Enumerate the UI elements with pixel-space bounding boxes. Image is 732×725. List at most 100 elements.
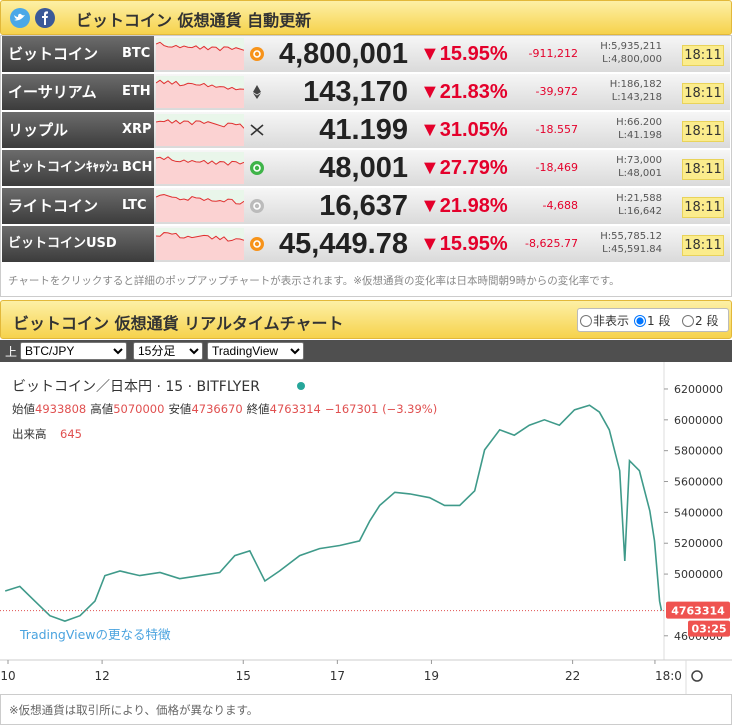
coin-icon xyxy=(250,47,264,61)
header-title: ビットコイン 仮想通貨 自動更新 xyxy=(76,11,312,30)
coin-symbol: BTC xyxy=(122,46,151,61)
ticker-row[interactable]: ビットコイン BTC 4,800,001 ▼15.95% -911,212 H:5,935… xyxy=(2,36,730,73)
name-cell: ビットコイン BTC xyxy=(2,36,154,72)
last-price-label: 4763314 xyxy=(671,605,725,618)
price: 143,170 xyxy=(303,76,408,108)
coin-name: ビットコインUSD xyxy=(8,236,117,251)
ohlc-label: 高値 xyxy=(90,402,113,416)
high: H:5,935,211 xyxy=(600,41,662,52)
settings-icon[interactable] xyxy=(691,670,703,682)
ticker-row[interactable]: ライトコイン LTC 16,637 ▼21.98% -4,688 H:21,588 L:16… xyxy=(2,188,730,225)
x-tick-label: 17 xyxy=(330,669,345,683)
name-cell: ビットコインUSD xyxy=(2,226,154,262)
update-time: 18:11 xyxy=(682,197,724,218)
y-tick-label: 5200000 xyxy=(674,537,723,550)
ohlc-value: 5070000 xyxy=(113,402,164,416)
ticker-row[interactable]: リップル XRP 41.199 ▼31.05% -18.557 H:66.200 L:41.… xyxy=(2,112,730,149)
coin-symbol: LTC xyxy=(122,198,147,213)
coin-icon xyxy=(250,237,264,251)
ohlc: 始値4933808 高値5070000 安値4736670 終値4763314 −167… xyxy=(12,402,437,416)
x-tick-label: 12 xyxy=(94,669,109,683)
high: H:66.200 xyxy=(616,117,662,128)
radio[interactable] xyxy=(682,315,694,327)
update-time: 18:11 xyxy=(682,121,724,142)
ohlc-value: 4933808 xyxy=(35,402,86,416)
high-low: H:21,588 L:16,642 xyxy=(580,192,662,218)
name-cell: リップル XRP xyxy=(2,112,154,148)
interval-select[interactable]: 15分足 xyxy=(133,342,203,360)
update-time: 18:11 xyxy=(682,159,724,180)
provider-select[interactable]: TradingView xyxy=(207,342,304,360)
low: L:16,642 xyxy=(618,206,662,217)
update-time: 18:11 xyxy=(682,235,724,256)
chart[interactable]: 6200000 6000000 5800000 5600000 5400000 52000… xyxy=(0,362,732,694)
chart-header: ビットコイン 仮想通貨 リアルタイムチャート 非表示 1 段 2 段 xyxy=(0,300,732,339)
price: 45,449.78 xyxy=(278,228,408,260)
ticker-row[interactable]: イーサリアム ETH 143,170 ▼21.83% -39,972 H:186,182 L… xyxy=(2,74,730,111)
last-time-label: 03:25 xyxy=(691,623,726,636)
radio[interactable] xyxy=(634,315,646,327)
update-time: 18:11 xyxy=(682,83,724,104)
price: 16,637 xyxy=(319,190,408,222)
footer: ※仮想通貨は取引所により、価格が異なります。 xyxy=(0,694,732,725)
last-time-box xyxy=(688,620,730,637)
option-label: 非表示 xyxy=(593,314,630,328)
change-percent: ▼27.79% xyxy=(420,157,508,179)
high: H:21,588 xyxy=(616,193,662,204)
coin-icon xyxy=(253,85,261,99)
y-tick-label: 5600000 xyxy=(674,476,723,489)
sparkline[interactable] xyxy=(156,152,244,184)
chart-section-title: ビットコイン 仮想通貨 リアルタイムチャート xyxy=(13,314,344,333)
coin-symbol: BCH xyxy=(122,160,153,175)
coin-symbol: XRP xyxy=(122,122,152,137)
coin-name: ライトコイン xyxy=(8,197,99,215)
y-tick-label: 5800000 xyxy=(674,445,723,458)
change-percent: ▼15.95% xyxy=(420,233,508,255)
display-option[interactable]: 2 段 xyxy=(682,312,718,329)
sparkline[interactable] xyxy=(156,190,244,222)
price: 41.199 xyxy=(319,114,408,146)
status-dot xyxy=(297,382,305,390)
sparkline[interactable] xyxy=(156,228,244,260)
promo-link[interactable]: TradingViewの更なる特徴 xyxy=(19,627,171,642)
change: -18.557 xyxy=(535,123,578,136)
option-label: 2 段 xyxy=(695,314,719,328)
radio[interactable] xyxy=(580,315,592,327)
low: L:45,591.84 xyxy=(602,244,662,255)
high-low: H:55,785.12 L:45,591.84 xyxy=(580,230,662,256)
ticker-row[interactable]: ビットコインUSD 45,449.78 ▼15.95% -8,625.77 H:55,7… xyxy=(2,226,730,263)
coin-symbol: ETH xyxy=(122,84,151,99)
pair-select[interactable]: BTC/JPY xyxy=(20,342,127,360)
display-option[interactable]: 1 段 xyxy=(634,312,670,329)
header: ビットコイン 仮想通貨 自動更新 xyxy=(0,0,732,35)
coin-name: リップル xyxy=(8,121,69,139)
sparkline[interactable] xyxy=(156,114,244,146)
ohlc-label: 終値 xyxy=(247,402,270,416)
change-percent: ▼31.05% xyxy=(420,119,508,141)
display-option[interactable]: 非表示 xyxy=(580,312,629,329)
table-note: チャートをクリックすると詳細のポップアップチャートが表示されます。※仮想通貨の変… xyxy=(8,275,620,287)
change-percent: ▼21.83% xyxy=(420,81,508,103)
ohlc-value: 4763314 xyxy=(270,402,321,416)
ohlc-label: 安値 xyxy=(168,402,191,416)
ticker-row[interactable]: ビットコインｷｬｯｼｭ BCH 48,001 ▼27.79% -18,469 H:73,0… xyxy=(2,150,730,187)
coin-icon xyxy=(250,161,264,175)
sparkline[interactable] xyxy=(156,76,244,108)
change: -911,212 xyxy=(528,47,578,60)
change: -8,625.77 xyxy=(525,237,578,250)
high-low: H:5,935,211 L:4,800,000 xyxy=(580,40,662,66)
y-tick-label: 5400000 xyxy=(674,506,723,519)
coin-name: イーサリアム xyxy=(8,83,97,101)
high-low: H:66.200 L:41.198 xyxy=(580,116,662,142)
sparkline[interactable] xyxy=(156,38,244,70)
name-cell: ライトコイン LTC xyxy=(2,188,154,224)
volume-label: 出来高 xyxy=(12,427,47,441)
ohlc-change: −167301 (−3.39%) xyxy=(325,402,437,416)
social-icons[interactable] xyxy=(9,7,69,29)
change-percent: ▼15.95% xyxy=(420,43,508,65)
change-percent: ▼21.98% xyxy=(420,195,508,217)
coin-name: ビットコイン xyxy=(8,45,99,63)
low: L:48,001 xyxy=(618,168,662,179)
x-tick-label: 19 xyxy=(424,669,439,683)
